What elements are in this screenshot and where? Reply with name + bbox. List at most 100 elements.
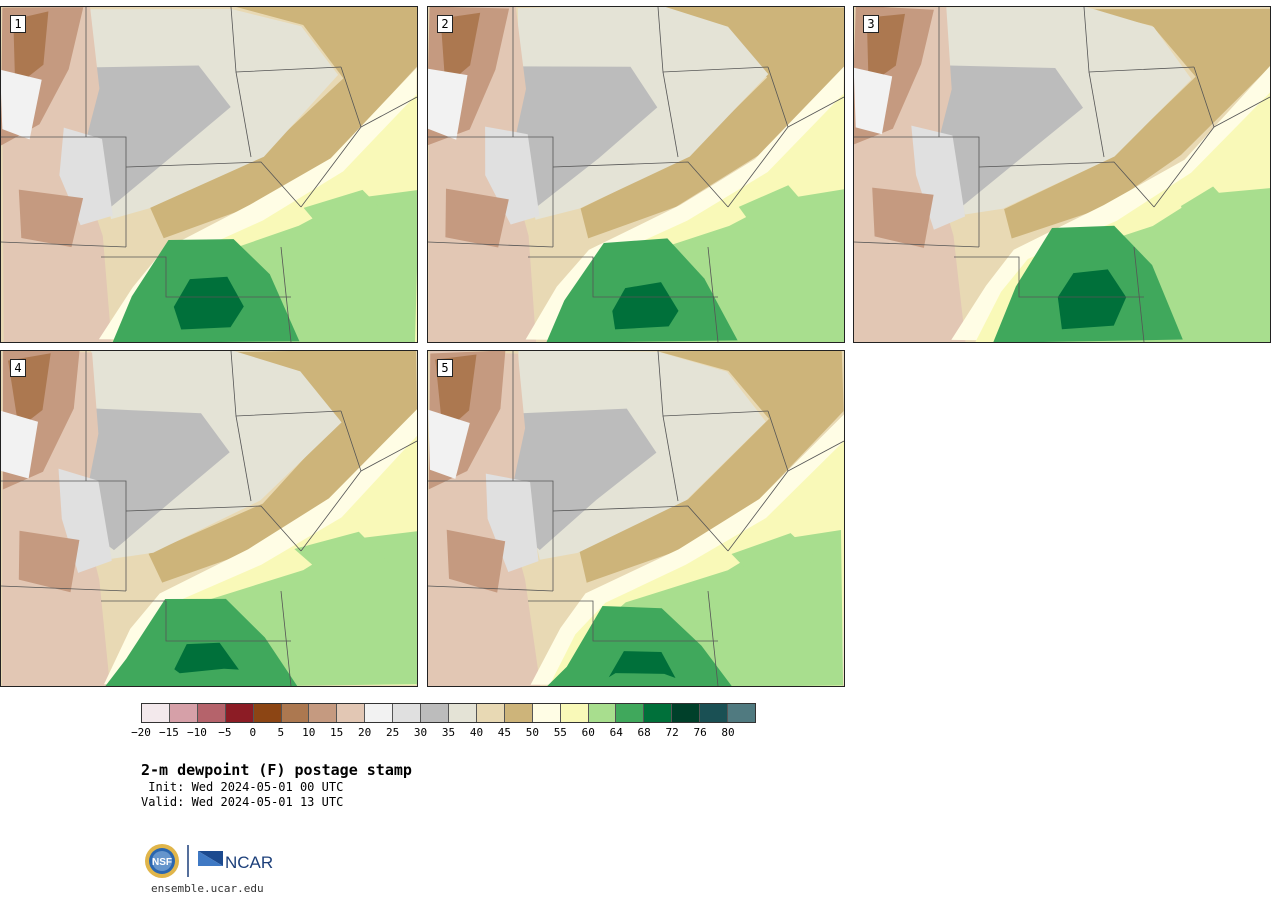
state-boundary [528, 256, 718, 298]
dewpoint-contour [933, 65, 1083, 207]
state-boundary [280, 590, 292, 686]
colorbar-swatch [393, 704, 422, 722]
state-boundary [428, 136, 554, 247]
dewpoint-contour [1181, 186, 1244, 248]
state-boundary [428, 480, 554, 591]
colorbar-swatch [197, 704, 226, 722]
colorbar-tick-label: 76 [693, 726, 707, 739]
colorbar-tick-label: −20 [131, 726, 151, 739]
state-boundary [1, 585, 127, 592]
state-boundary [787, 96, 844, 128]
colorbar-swatch [253, 704, 282, 722]
colorbar-swatch [644, 704, 673, 722]
colorbar-swatch [421, 704, 449, 722]
dewpoint-contour [1, 410, 38, 479]
member-label: 4 [10, 359, 26, 377]
member-panel-4: 4 [0, 350, 418, 687]
colorbar-swatch [532, 704, 561, 722]
svg-text:NCAR: NCAR [225, 853, 273, 872]
state-boundary [125, 161, 302, 208]
dewpoint-contour [18, 530, 80, 593]
svg-text:NSF: NSF [152, 857, 172, 868]
dewpoint-contour [18, 189, 84, 248]
dewpoint-contour [78, 408, 230, 551]
nsf-logo-icon: NSF [145, 844, 179, 878]
state-boundary [101, 256, 291, 298]
state-boundary [978, 161, 1155, 208]
dewpoint-contour [303, 189, 391, 250]
colorbar-swatch [560, 704, 589, 722]
state-boundary [854, 241, 980, 248]
dewpoint-contour [508, 408, 657, 550]
state-boundary [1, 480, 127, 591]
state-boundary [954, 256, 1144, 298]
dewpoint-contour [612, 282, 679, 330]
colorbar-tick-label: 72 [665, 726, 679, 739]
dewpoint-contour [150, 7, 417, 239]
colorbar-tick-label: 20 [358, 726, 372, 739]
colorbar-tick-label: 50 [525, 726, 539, 739]
colorbar-tick-label: −5 [218, 726, 232, 739]
state-boundary [1, 136, 127, 247]
colorbar-tick-label: 64 [609, 726, 623, 739]
dewpoint-contour [854, 67, 893, 135]
state-boundary [125, 505, 302, 552]
colorbar-swatch [700, 704, 729, 722]
dewpoint-contour [608, 651, 676, 678]
dewpoint-contour [79, 65, 231, 207]
dewpoint-contour [445, 188, 509, 248]
state-boundary [787, 440, 844, 472]
dewpoint-map [428, 351, 844, 686]
dewpoint-contour [911, 125, 966, 230]
colorbar-tick-label: 30 [413, 726, 428, 739]
colorbar [141, 703, 756, 723]
nsf-ncar-logos: NSF NCAR [145, 844, 273, 878]
dewpoint-contour [578, 351, 844, 583]
dewpoint-map [428, 7, 844, 342]
colorbar-tick-label: 35 [441, 726, 456, 739]
dewpoint-contour [105, 598, 298, 686]
state-boundary [662, 415, 679, 502]
state-boundary [1, 241, 127, 248]
dewpoint-map [1, 7, 417, 342]
dewpoint-contour [294, 531, 391, 591]
colorbar-swatch [225, 704, 254, 722]
colorbar-swatch [169, 704, 198, 722]
dewpoint-contour [1004, 8, 1270, 239]
colorbar-swatch [504, 704, 533, 722]
state-boundary [428, 585, 554, 592]
state-boundary [662, 71, 679, 158]
state-boundary [854, 136, 980, 247]
ncar-logo-icon: NCAR [198, 851, 273, 872]
colorbar-tick-label: 55 [553, 726, 567, 739]
colorbar-tick-label: 15 [330, 726, 344, 739]
colorbar-tick-label: 0 [249, 726, 257, 739]
valid-time: Valid: Wed 2024-05-01 13 UTC [141, 795, 344, 809]
colorbar-ticks: −20 −15 −10 −5 0 5 10 15 20 25 30 35 40 45 50 55 60 64 68 7… [131, 726, 756, 742]
colorbar-tick-label: 80 [721, 726, 735, 739]
colorbar-swatch [337, 704, 366, 722]
dewpoint-contour [446, 529, 506, 593]
state-boundary [552, 161, 729, 208]
dewpoint-contour [1057, 269, 1127, 330]
plot-title: 2-m dewpoint (F) postage stamp [141, 761, 412, 779]
colorbar-swatch [448, 704, 477, 722]
dewpoint-contour [173, 276, 244, 330]
colorbar-tick-label: 25 [385, 726, 400, 739]
colorbar-tick-label: 40 [469, 726, 484, 739]
dewpoint-map [854, 7, 1270, 342]
dewpoint-contour [174, 642, 239, 674]
state-boundary [235, 71, 252, 158]
dewpoint-contour [428, 409, 470, 479]
colorbar-swatch [281, 704, 310, 722]
state-boundary [235, 415, 252, 502]
colorbar-swatch [309, 704, 338, 722]
dewpoint-contour [731, 533, 817, 591]
dewpoint-contour [872, 187, 934, 248]
member-label: 1 [10, 15, 26, 33]
member-label: 5 [437, 359, 453, 377]
state-boundary [1088, 71, 1105, 158]
state-boundary [280, 246, 292, 342]
init-time: Init: Wed 2024-05-01 00 UTC [141, 780, 344, 794]
member-panel-3: 3 [853, 6, 1271, 343]
